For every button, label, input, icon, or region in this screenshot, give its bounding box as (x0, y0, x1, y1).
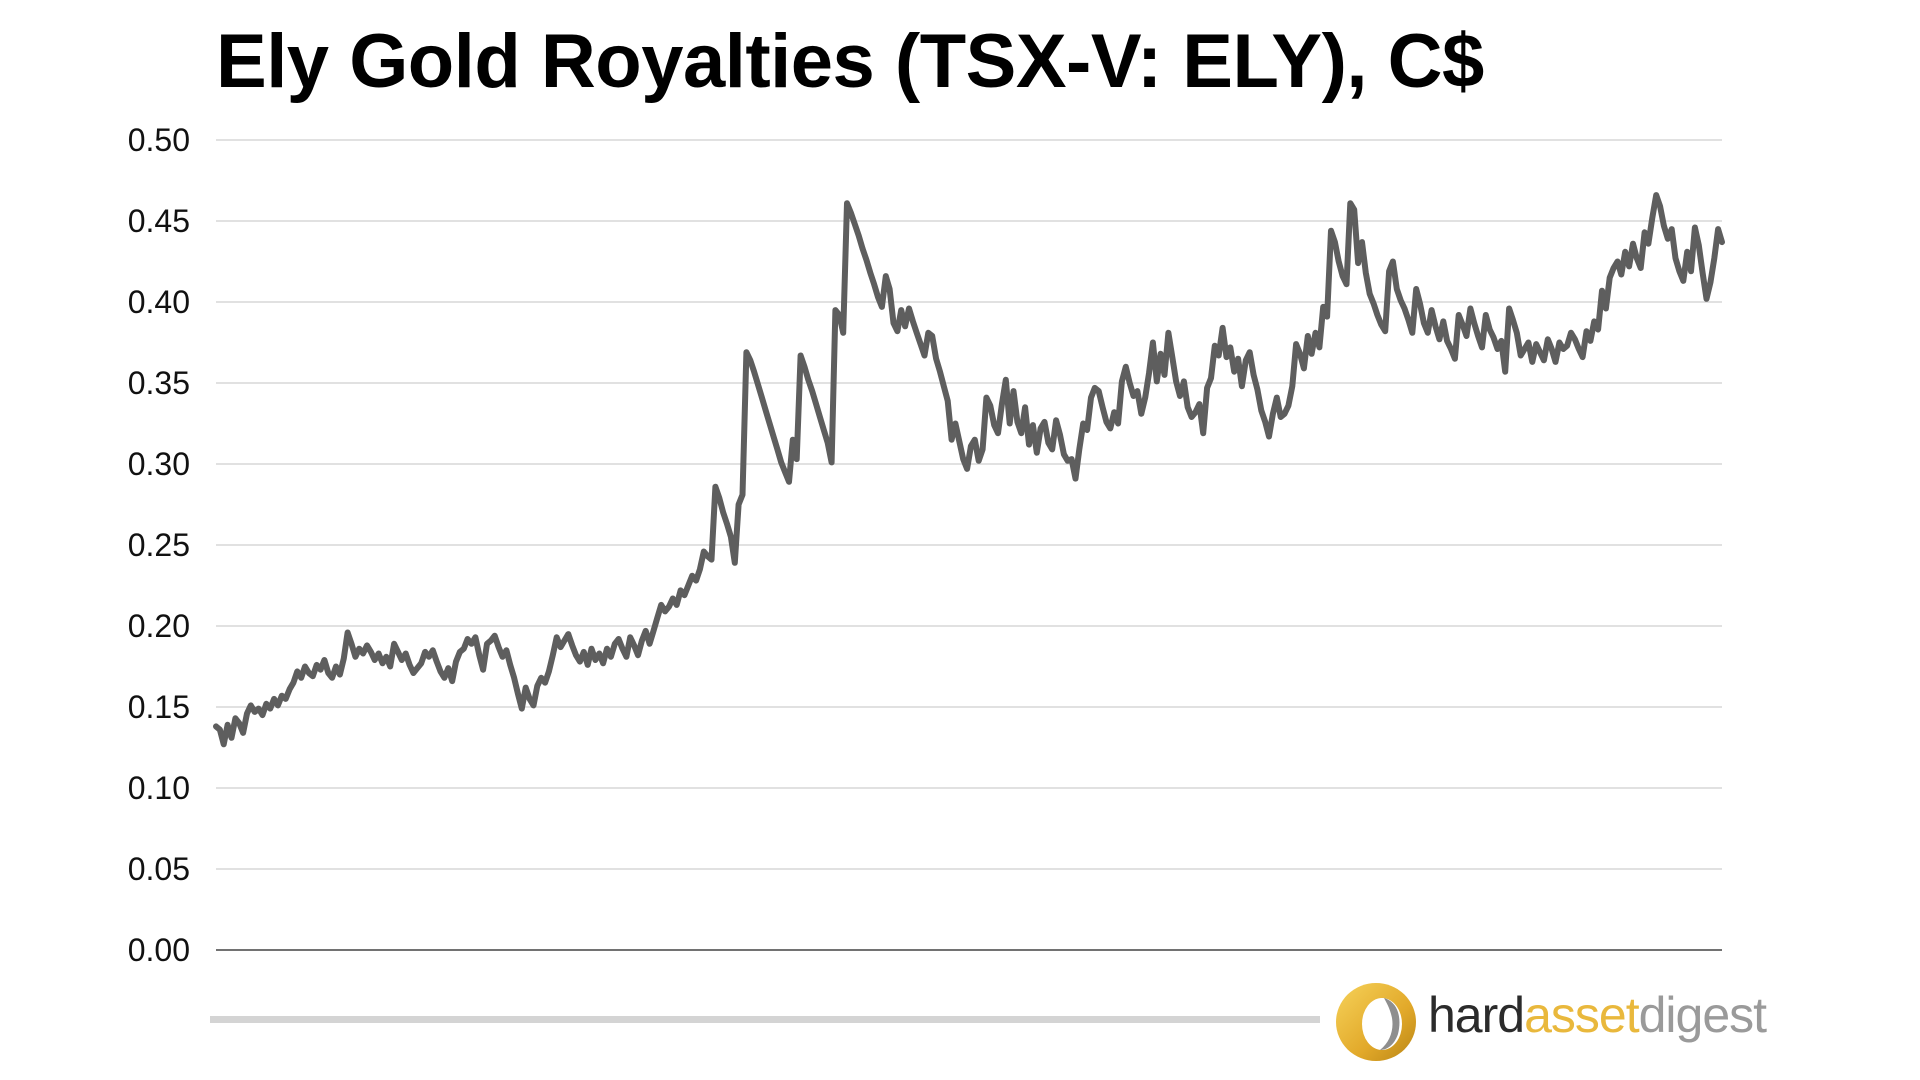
y-tick-label: 0.00 (128, 932, 190, 968)
y-tick-label: 0.45 (128, 203, 190, 239)
brand-word-digest: digest (1638, 987, 1767, 1043)
y-tick-label: 0.15 (128, 689, 190, 725)
chart-title: Ely Gold Royalties (TSX-V: ELY), C$ (216, 19, 1484, 104)
y-tick-label: 0.10 (128, 770, 190, 806)
y-tick-label: 0.30 (128, 446, 190, 482)
brand-word-asset: asset (1524, 987, 1640, 1043)
brand-word-hard: hard (1428, 987, 1525, 1043)
y-tick-label: 0.50 (128, 122, 190, 158)
y-tick-label: 0.25 (128, 527, 190, 563)
y-tick-label: 0.05 (128, 851, 190, 887)
y-tick-label: 0.35 (128, 365, 190, 401)
brand-wordmark: hardassetdigest (1428, 986, 1767, 1044)
footer-divider (210, 1016, 1320, 1023)
gridlines (216, 139, 1722, 951)
line-chart: 0.00 0.05 0.10 0.15 0.20 0.25 0.30 0.35 0.40 0.45… (128, 122, 1725, 968)
y-tick-label: 0.20 (128, 608, 190, 644)
y-axis-tick-labels: 0.00 0.05 0.10 0.15 0.20 0.25 0.30 0.35 0.40 0.45… (128, 122, 190, 968)
y-tick-label: 0.40 (128, 284, 190, 320)
series-layer (213, 192, 1725, 748)
ring-logo-icon (1336, 983, 1416, 1061)
series-line-0 (213, 192, 1725, 748)
